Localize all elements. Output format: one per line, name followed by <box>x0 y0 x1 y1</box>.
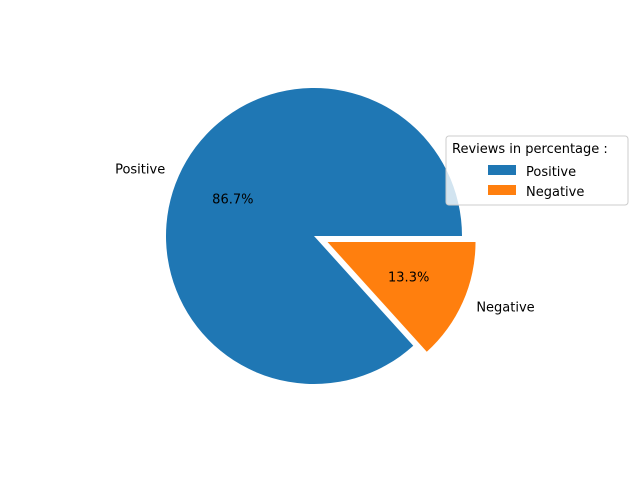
legend-label-negative: Negative <box>526 185 584 200</box>
slice-label-positive: Positive <box>115 162 165 177</box>
pie-slice-negative <box>327 242 476 352</box>
legend-swatch-negative <box>488 185 516 195</box>
legend: Reviews in percentage : Positive Negativ… <box>445 135 629 206</box>
legend-label-positive: Positive <box>526 165 576 180</box>
slice-label-negative: Negative <box>476 301 534 316</box>
pie-slice-positive <box>165 88 462 385</box>
legend-swatch-positive <box>488 165 516 175</box>
slices-layer <box>165 88 476 385</box>
legend-title: Reviews in percentage : <box>452 142 608 157</box>
labels-layer: Positive 86.7% Negative 13.3% <box>115 162 535 315</box>
slice-pct-positive: 86.7% <box>212 192 253 207</box>
slice-pct-negative: 13.3% <box>388 271 429 286</box>
